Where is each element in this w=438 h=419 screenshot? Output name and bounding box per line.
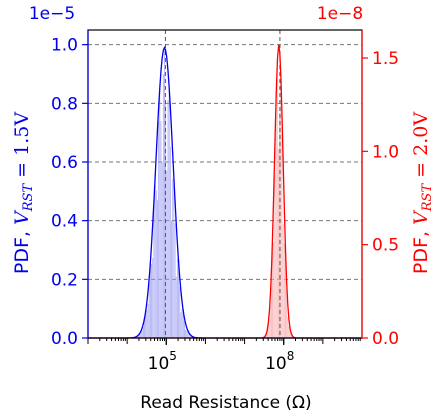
- histogram-bar-right: [270, 267, 272, 338]
- histogram-bar-left: [142, 327, 144, 338]
- histogram-right: [265, 80, 293, 339]
- histogram-bar-right: [267, 326, 269, 338]
- peak-reference-lines: [164, 30, 281, 338]
- histogram-bar-right: [273, 242, 275, 338]
- histogram-bar-right: [283, 243, 285, 338]
- left-tick-label: 1.0: [51, 36, 78, 56]
- histogram-bar-left: [147, 303, 149, 338]
- histogram-bar-left: [158, 121, 160, 339]
- histogram-bar-left: [154, 176, 156, 338]
- histogram-bar-right: [288, 326, 290, 338]
- pdf-curves: [88, 45, 362, 339]
- left-axis-label: PDF, VRST = 1.5V: [11, 112, 36, 274]
- histogram-bar-left: [182, 312, 184, 338]
- histogram-bar-left: [144, 317, 145, 338]
- histogram-bar-right: [265, 335, 266, 338]
- grid-lines: [88, 44, 362, 280]
- histogram-bar-left: [174, 223, 176, 338]
- right-tick-label: 0.0: [372, 329, 399, 349]
- histogram-bar-left: [188, 333, 190, 338]
- histogram-bar-left: [191, 336, 192, 338]
- histogram-bar-left: [153, 205, 155, 338]
- axis-ticks: 0.0 0.2 0.4 0.6 0.8 1.0 0.0 0.5 1.0 1.5 105 108: [51, 30, 399, 374]
- histogram-bar-left: [184, 321, 185, 338]
- histogram-bar-left: [175, 276, 177, 338]
- histogram-bar-left: [140, 330, 142, 338]
- histogram-bar-right: [282, 224, 284, 338]
- histogram-bar-right: [289, 330, 291, 338]
- histogram-bar-left: [152, 258, 154, 338]
- histogram-bar-left: [187, 331, 189, 338]
- histogram-left: [135, 49, 194, 339]
- right-tick-label: 0.5: [372, 236, 399, 256]
- histogram-bar-right: [274, 174, 276, 338]
- histogram-bar-left: [167, 100, 169, 339]
- histogram-bar-right: [285, 256, 286, 338]
- histogram-bar-left: [166, 170, 168, 338]
- histogram-bar-left: [178, 264, 179, 338]
- histogram-bar-right: [266, 331, 268, 338]
- pdf-curve-left: [88, 46, 362, 339]
- histogram-bar-right: [276, 80, 278, 339]
- histogram-bar-left: [186, 330, 188, 338]
- plot-frame: [87, 29, 363, 339]
- histogram-bar-right: [287, 317, 289, 338]
- histogram-bar-left: [148, 278, 150, 338]
- histogram-bar-left: [162, 74, 164, 338]
- left-tick-label: 0.8: [51, 94, 78, 114]
- histogram-bar-left: [171, 220, 172, 338]
- histogram-bar-left: [145, 310, 147, 338]
- histogram-bar-right: [275, 93, 277, 339]
- histogram-bar-left: [164, 49, 165, 338]
- histogram-bar-left: [169, 146, 171, 338]
- left-tick-label: 0.2: [51, 270, 78, 290]
- histogram-bar-left: [139, 333, 141, 338]
- histogram-bar-left: [157, 200, 158, 338]
- histogram-bar-right: [280, 82, 282, 338]
- pdf-curve-right: [88, 45, 362, 339]
- histogram-bar-right: [286, 288, 288, 338]
- histogram-bar-left: [173, 181, 175, 338]
- histogram-bar-left: [161, 161, 163, 338]
- histogram-bar-left: [150, 260, 151, 338]
- histogram-bar-left: [151, 263, 152, 338]
- histogram-bar-left: [189, 336, 191, 338]
- histogram-bar-left: [179, 287, 181, 338]
- left-tick-label: 0.6: [51, 153, 78, 173]
- histogram-bar-left: [155, 190, 157, 338]
- histogram-bar-left: [180, 312, 182, 338]
- right-tick-label: 1.0: [372, 142, 399, 162]
- histogram-bar-right: [268, 323, 270, 338]
- x-axis-label: Read Resistance (Ω): [140, 393, 311, 413]
- x-tick-label: 105: [148, 349, 177, 374]
- histogram-bar-left: [160, 121, 162, 338]
- histogram-bar-left: [177, 259, 178, 338]
- right-offset-text: 1e−8: [317, 4, 363, 24]
- left-offset-text: 1e−5: [29, 4, 75, 24]
- histogram-bar-left: [137, 336, 138, 338]
- histogram-bar-left: [181, 309, 183, 338]
- left-tick-label: 0.0: [51, 329, 78, 349]
- histogram-bar-left: [172, 178, 174, 338]
- histogram-bar-left: [159, 86, 161, 338]
- histogram-bar-right: [279, 112, 280, 338]
- histogram-bar-right: [281, 133, 283, 338]
- histogram-bar-right: [290, 334, 292, 338]
- histogram-bar-left: [138, 335, 140, 338]
- histogram-bar-left: [185, 329, 187, 338]
- right-axis-label: PDF, VRST = 2.0V: [410, 112, 435, 274]
- right-tick-label: 1.5: [372, 49, 399, 69]
- histogram-bar-right: [269, 302, 271, 338]
- histogram-bar-right: [278, 148, 279, 338]
- histogram-bar-right: [272, 239, 273, 338]
- histogram-bar-left: [146, 310, 148, 338]
- histogram-bar-left: [168, 91, 170, 338]
- left-tick-label: 0.4: [51, 212, 78, 232]
- histogram-bar-left: [141, 330, 143, 338]
- x-tick-label: 108: [265, 349, 294, 374]
